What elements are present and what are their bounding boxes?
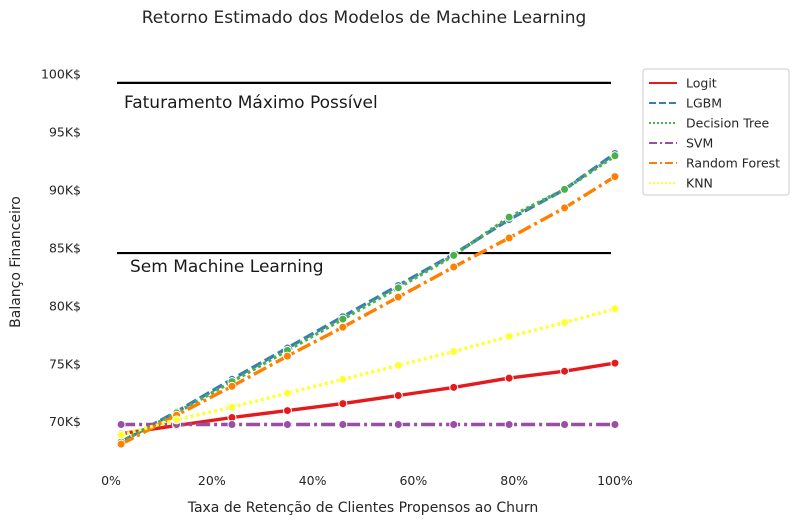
- data-point: [449, 250, 459, 260]
- data-point: [338, 419, 348, 429]
- x-axis: 0% 20% 40% 60% 80% 100%: [101, 473, 633, 488]
- series-random-forest: [116, 172, 620, 449]
- data-point: [227, 419, 237, 429]
- y-axis-label: Balanço Financeiro: [8, 196, 24, 328]
- data-point: [449, 382, 459, 392]
- y-axis: 70K$ 75K$ 80K$ 85K$ 90K$ 95K$ 100K$: [41, 67, 81, 429]
- data-point: [504, 331, 514, 341]
- data-point: [449, 347, 459, 357]
- series-knn: [116, 304, 620, 440]
- data-point: [282, 351, 292, 361]
- legend-label: KNN: [686, 176, 713, 191]
- data-point: [610, 419, 620, 429]
- legend-label: Decision Tree: [686, 116, 770, 131]
- data-point: [282, 419, 292, 429]
- series-logit: [116, 358, 620, 439]
- reference-line-label: Sem Machine Learning: [130, 257, 324, 277]
- y-tick-label: 85K$: [49, 240, 81, 255]
- x-tick-label: 20%: [198, 473, 226, 488]
- data-point: [504, 212, 514, 222]
- data-point: [449, 262, 459, 272]
- x-tick-label: 0%: [101, 473, 121, 488]
- data-point: [504, 419, 514, 429]
- y-tick-label: 80K$: [49, 298, 81, 313]
- reference-line-label: Faturamento Máximo Possível: [124, 93, 378, 113]
- x-tick-label: 60%: [399, 473, 427, 488]
- data-point: [282, 406, 292, 416]
- x-tick-label: 80%: [500, 473, 528, 488]
- legend-label: SVM: [686, 136, 713, 151]
- data-point: [338, 314, 348, 324]
- legend-label: LGBM: [686, 96, 722, 111]
- data-point: [560, 419, 570, 429]
- series-line: [120, 361, 616, 436]
- data-point: [560, 366, 570, 376]
- data-point: [338, 374, 348, 384]
- data-point: [610, 358, 620, 368]
- chart-title: Retorno Estimado dos Modelos de Machine …: [142, 8, 587, 28]
- data-point: [393, 391, 403, 401]
- y-tick-label: 90K$: [49, 183, 81, 198]
- data-point: [393, 292, 403, 302]
- data-point: [393, 283, 403, 293]
- y-tick-label: 75K$: [49, 356, 81, 371]
- x-tick-label: 40%: [299, 473, 327, 488]
- data-point: [338, 399, 348, 409]
- data-point: [227, 381, 237, 391]
- y-tick-label: 100K$: [41, 67, 81, 82]
- series-line: [120, 307, 616, 437]
- data-point: [610, 304, 620, 314]
- data-point: [227, 402, 237, 412]
- data-point: [560, 318, 570, 328]
- data-point: [282, 388, 292, 398]
- y-tick-label: 70K$: [49, 414, 81, 429]
- data-point: [338, 322, 348, 332]
- data-point: [610, 151, 620, 161]
- legend-label: Random Forest: [686, 156, 780, 171]
- data-point: [116, 430, 126, 440]
- x-axis-label: Taxa de Retenção de Clientes Propensos a…: [187, 500, 539, 516]
- data-point: [393, 419, 403, 429]
- series-line: [120, 152, 616, 444]
- legend: Logit LGBM Decision Tree SVM Random Forest KN…: [642, 68, 790, 196]
- data-point: [172, 415, 182, 425]
- data-point: [610, 172, 620, 182]
- x-tick-label: 100%: [597, 473, 633, 488]
- legend-frame: [642, 68, 790, 196]
- data-point: [116, 439, 126, 449]
- legend-label: Logit: [686, 76, 717, 91]
- data-point: [560, 184, 570, 194]
- data-point: [449, 419, 459, 429]
- data-point: [116, 419, 126, 429]
- data-point: [504, 373, 514, 383]
- y-tick-label: 95K$: [49, 125, 81, 140]
- series-group: [116, 148, 620, 449]
- data-point: [393, 360, 403, 370]
- reference-lines: Faturamento Máximo Possível Sem Machine L…: [117, 81, 611, 277]
- data-point: [504, 233, 514, 243]
- data-point: [560, 203, 570, 213]
- series-line: [120, 175, 616, 446]
